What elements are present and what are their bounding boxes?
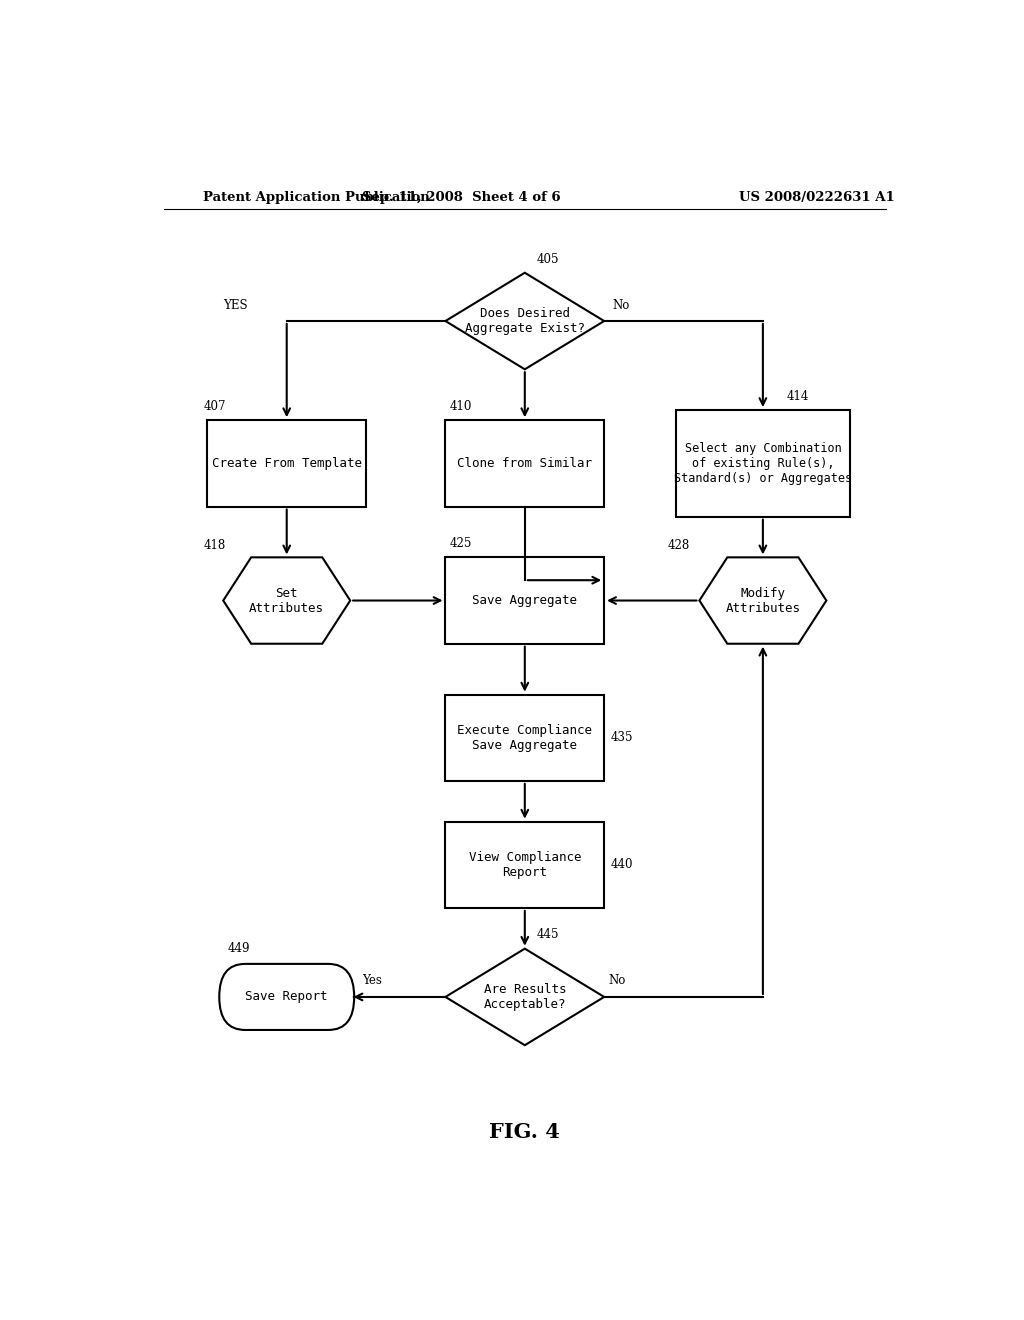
Bar bbox=[676, 411, 850, 516]
Text: 445: 445 bbox=[537, 928, 559, 941]
Text: No: No bbox=[608, 974, 626, 987]
Text: 435: 435 bbox=[610, 731, 633, 744]
Text: 410: 410 bbox=[450, 400, 472, 413]
Text: Set
Attributes: Set Attributes bbox=[249, 586, 325, 615]
Bar bbox=[207, 420, 367, 507]
Text: Create From Template: Create From Template bbox=[212, 457, 361, 470]
Text: 405: 405 bbox=[537, 252, 559, 265]
Text: Execute Compliance
Save Aggregate: Execute Compliance Save Aggregate bbox=[458, 723, 592, 752]
Text: 428: 428 bbox=[668, 539, 690, 552]
Bar bbox=[445, 420, 604, 507]
Text: No: No bbox=[612, 298, 630, 312]
Text: Clone from Similar: Clone from Similar bbox=[458, 457, 592, 470]
Text: 425: 425 bbox=[450, 537, 472, 550]
Text: FIG. 4: FIG. 4 bbox=[489, 1122, 560, 1142]
Text: US 2008/0222631 A1: US 2008/0222631 A1 bbox=[739, 190, 895, 203]
Text: Save Report: Save Report bbox=[246, 990, 328, 1003]
Text: Patent Application Publication: Patent Application Publication bbox=[204, 190, 430, 203]
Text: Select any Combination
of existing Rule(s),
Standard(s) or Aggregates: Select any Combination of existing Rule(… bbox=[674, 442, 852, 484]
Text: Does Desired
Aggregate Exist?: Does Desired Aggregate Exist? bbox=[465, 308, 585, 335]
Text: Sep. 11, 2008  Sheet 4 of 6: Sep. 11, 2008 Sheet 4 of 6 bbox=[362, 190, 560, 203]
Text: 449: 449 bbox=[227, 941, 250, 954]
Text: 418: 418 bbox=[204, 539, 225, 552]
Text: Save Aggregate: Save Aggregate bbox=[472, 594, 578, 607]
Text: Modify
Attributes: Modify Attributes bbox=[725, 586, 801, 615]
Text: 414: 414 bbox=[786, 389, 809, 403]
Text: 440: 440 bbox=[610, 858, 633, 871]
Text: YES: YES bbox=[223, 298, 248, 312]
Bar bbox=[445, 557, 604, 644]
Bar bbox=[445, 821, 604, 908]
Bar bbox=[445, 694, 604, 781]
Text: Yes: Yes bbox=[362, 974, 382, 987]
Text: 407: 407 bbox=[204, 400, 226, 413]
Text: View Compliance
Report: View Compliance Report bbox=[469, 851, 581, 879]
Text: Are Results
Acceptable?: Are Results Acceptable? bbox=[483, 983, 566, 1011]
